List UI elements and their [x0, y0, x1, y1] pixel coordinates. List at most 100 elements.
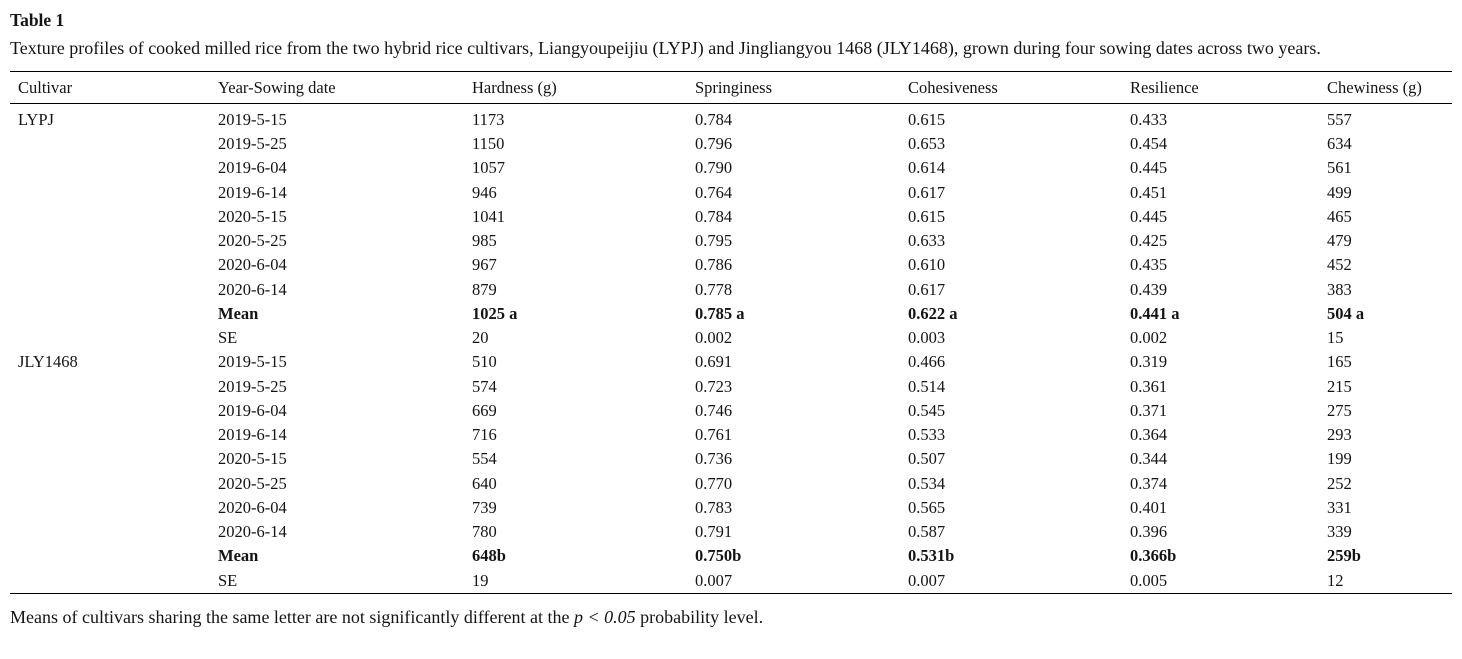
springiness-cell: 0.761: [695, 425, 733, 445]
table-row: Mean 648b 0.750b 0.531b 0.366b 259b: [10, 544, 1452, 568]
chewiness-cell: 12: [1327, 570, 1344, 590]
hardness-cell: 640: [472, 473, 497, 493]
cultivar-cell: [10, 132, 218, 156]
springiness-cell: 0.783: [695, 497, 733, 517]
chewiness-cell: 15: [1327, 328, 1344, 348]
column-header-springiness: Springiness: [695, 71, 908, 104]
table-row: 2020-5-25 640 0.770 0.534 0.374 252: [10, 472, 1452, 496]
row-label-cell: 2019-6-04: [218, 400, 287, 420]
row-label-cell: 2019-5-15: [218, 110, 287, 129]
column-header-hardness-g: Hardness (g): [472, 71, 695, 104]
cultivar-cell: [10, 156, 218, 180]
row-label-cell: 2020-5-25: [218, 473, 287, 493]
header-row: Cultivar Year-Sowing date Hardness (g) Spri…: [10, 71, 1452, 104]
chewiness-cell: 561: [1327, 158, 1352, 178]
cultivar-cell: [10, 326, 218, 350]
hardness-cell: 879: [472, 279, 497, 299]
cultivar-cell: [10, 472, 218, 496]
table-row: Mean 1025 a 0.785 a 0.622 a 0.441 a 504 a: [10, 302, 1452, 326]
resilience-cell: 0.005: [1130, 570, 1168, 590]
chewiness-cell: 331: [1327, 497, 1352, 517]
hardness-cell: 946: [472, 182, 497, 202]
springiness-cell: 0.750b: [695, 546, 742, 566]
table-row: 2020-6-14 879 0.778 0.617 0.439 383: [10, 278, 1452, 302]
resilience-cell: 0.366b: [1130, 546, 1177, 566]
row-label-cell: 2019-5-25: [218, 376, 287, 396]
cohesiveness-cell: 0.007: [908, 570, 946, 590]
row-label-cell: 2020-6-14: [218, 522, 287, 542]
cultivar-cell: [10, 447, 218, 471]
springiness-cell: 0.007: [695, 570, 733, 590]
hardness-cell: 554: [472, 449, 497, 469]
table-row: 2019-6-14 716 0.761 0.533 0.364 293: [10, 423, 1452, 447]
table-row: 2019-6-14 946 0.764 0.617 0.451 499: [10, 181, 1452, 205]
cohesiveness-cell: 0.466: [908, 352, 946, 372]
row-label-cell: 2019-6-14: [218, 182, 287, 202]
hardness-cell: 648b: [472, 546, 506, 566]
springiness-cell: 0.784: [695, 110, 733, 129]
hardness-cell: 985: [472, 231, 497, 251]
row-label-cell: 2020-5-25: [218, 231, 287, 251]
cohesiveness-cell: 0.533: [908, 425, 946, 445]
table-label: Table 1: [10, 10, 65, 30]
springiness-cell: 0.691: [695, 352, 733, 372]
springiness-cell: 0.778: [695, 279, 733, 299]
springiness-cell: 0.736: [695, 449, 733, 469]
row-label-cell: 2019-6-04: [218, 158, 287, 178]
springiness-cell: 0.746: [695, 400, 733, 420]
cohesiveness-cell: 0.514: [908, 376, 946, 396]
chewiness-cell: 293: [1327, 425, 1352, 445]
cultivar-cell: LYPJ: [18, 110, 54, 129]
table-row: SE 19 0.007 0.007 0.005 12: [10, 569, 1452, 594]
chewiness-cell: 504 a: [1327, 303, 1365, 323]
springiness-cell: 0.785 a: [695, 303, 745, 323]
row-label-cell: SE: [218, 570, 238, 590]
resilience-cell: 0.361: [1130, 376, 1168, 396]
cohesiveness-cell: 0.633: [908, 231, 946, 251]
table-row: 2019-6-04 1057 0.790 0.614 0.445 561: [10, 156, 1452, 180]
cultivar-cell: [10, 569, 218, 594]
springiness-cell: 0.795: [695, 231, 733, 251]
row-label-cell: 2020-5-15: [218, 449, 287, 469]
chewiness-cell: 499: [1327, 182, 1352, 202]
resilience-cell: 0.396: [1130, 522, 1168, 542]
resilience-cell: 0.371: [1130, 400, 1168, 420]
springiness-cell: 0.764: [695, 182, 733, 202]
table-row: SE 20 0.002 0.003 0.002 15: [10, 326, 1452, 350]
resilience-cell: 0.425: [1130, 231, 1168, 251]
cultivar-cell: [10, 229, 218, 253]
column-header-chewiness-g: Chewiness (g): [1327, 71, 1452, 104]
footnote-significance-level: p < 0.05: [573, 606, 636, 627]
springiness-cell: 0.790: [695, 158, 733, 178]
chewiness-cell: 634: [1327, 134, 1352, 154]
cultivar-cell: [10, 423, 218, 447]
hardness-cell: 510: [472, 352, 497, 372]
springiness-cell: 0.784: [695, 206, 733, 226]
cohesiveness-cell: 0.617: [908, 279, 946, 299]
row-label-cell: 2019-5-15: [218, 352, 287, 372]
row-label-cell: 2020-5-15: [218, 206, 287, 226]
table-row: 2020-6-04 739 0.783 0.565 0.401 331: [10, 496, 1452, 520]
chewiness-cell: 452: [1327, 255, 1352, 275]
cohesiveness-cell: 0.565: [908, 497, 946, 517]
table-row: 2020-5-15 1041 0.784 0.615 0.445 465: [10, 205, 1452, 229]
cultivar-cell: [10, 181, 218, 205]
resilience-cell: 0.439: [1130, 279, 1168, 299]
cultivar-cell: [10, 520, 218, 544]
row-label-cell: SE: [218, 328, 238, 348]
chewiness-cell: 339: [1327, 522, 1352, 542]
chewiness-cell: 465: [1327, 206, 1352, 226]
table-row: 2020-6-14 780 0.791 0.587 0.396 339: [10, 520, 1452, 544]
column-header-cohesiveness: Cohesiveness: [908, 71, 1130, 104]
cohesiveness-cell: 0.615: [908, 206, 946, 226]
footnote-text-pre: Means of cultivars sharing the same lett…: [10, 606, 574, 627]
cultivar-cell: [10, 205, 218, 229]
springiness-cell: 0.723: [695, 376, 733, 396]
resilience-cell: 0.401: [1130, 497, 1168, 517]
cohesiveness-cell: 0.610: [908, 255, 946, 275]
springiness-cell: 0.791: [695, 522, 733, 542]
hardness-cell: 967: [472, 255, 497, 275]
data-table: Cultivar Year-Sowing date Hardness (g) Spri…: [10, 71, 1452, 594]
resilience-cell: 0.435: [1130, 255, 1168, 275]
hardness-cell: 574: [472, 376, 497, 396]
